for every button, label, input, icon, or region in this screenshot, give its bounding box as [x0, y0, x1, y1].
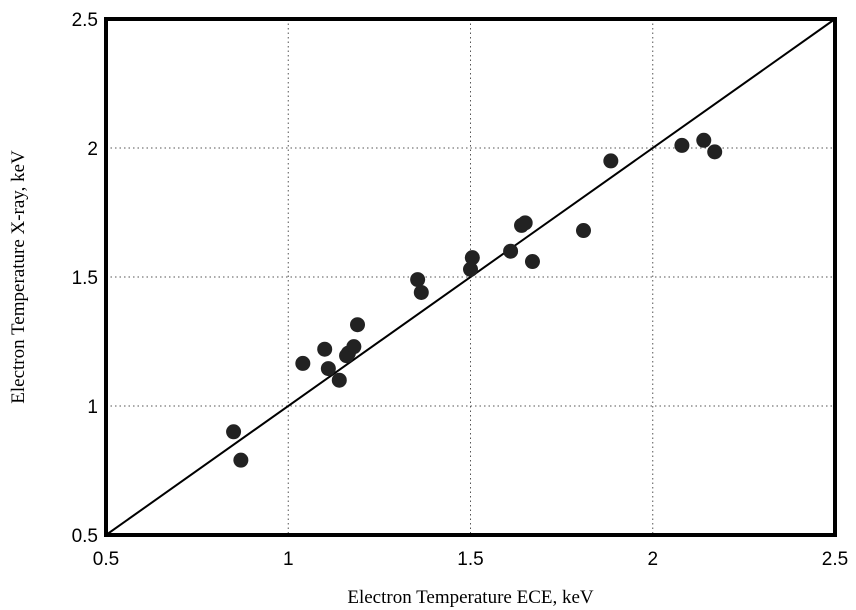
data-point: [503, 243, 519, 259]
data-point: [524, 254, 540, 270]
data-points: [226, 132, 723, 468]
data-point: [346, 339, 362, 355]
y-tick-label: 1: [87, 397, 98, 418]
y-axis-title: Electron Temperature X-ray, keV: [8, 150, 29, 404]
x-tick-label: 2.5: [822, 549, 848, 570]
data-point: [464, 250, 480, 266]
plot-frame: [104, 17, 837, 537]
data-point: [707, 144, 723, 160]
x-tick-label: 0.5: [93, 549, 119, 570]
y-tick-label: 0.5: [72, 526, 98, 547]
data-point: [674, 137, 690, 153]
data-point: [317, 341, 333, 357]
data-point: [696, 132, 712, 148]
data-point: [350, 317, 366, 333]
y-tick-labels: 0.5 1 1.5 2 2.5: [72, 10, 98, 547]
data-point: [463, 261, 478, 277]
x-axis-title: Electron Temperature ECE, keV: [347, 587, 594, 608]
x-tick-label: 1: [283, 549, 294, 570]
data-point: [331, 372, 347, 388]
x-tick-label: 2: [647, 549, 658, 570]
data-point: [517, 215, 533, 231]
data-point: [233, 452, 249, 468]
x-tick-label: 1.5: [457, 549, 483, 570]
data-point: [603, 153, 619, 169]
y-tick-label: 2: [87, 139, 98, 160]
data-point: [413, 284, 429, 300]
reference-line: [105, 18, 836, 536]
data-point: [320, 361, 336, 377]
data-point: [575, 223, 591, 239]
y-tick-label: 1.5: [72, 268, 98, 289]
data-point: [226, 424, 242, 440]
y-tick-label: 2.5: [72, 10, 98, 31]
x-tick-labels: 0.5 1 1.5 2 2.5: [93, 549, 848, 570]
data-point: [410, 272, 426, 288]
data-point: [295, 355, 311, 371]
